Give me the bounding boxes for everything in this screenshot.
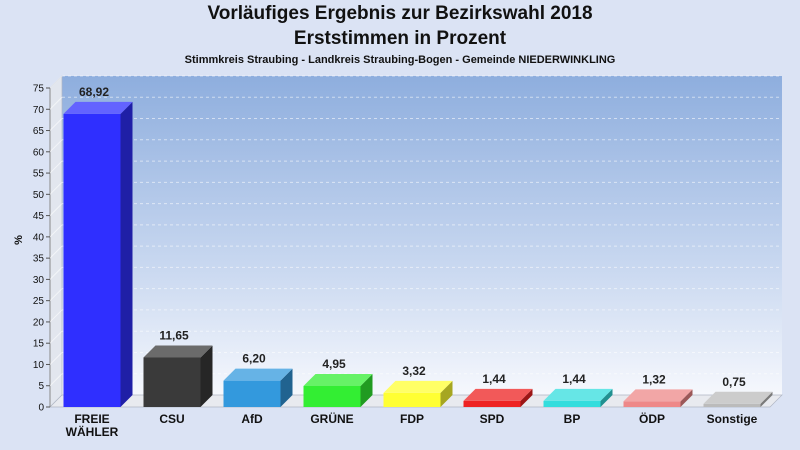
gridline-side xyxy=(49,373,63,387)
bar xyxy=(463,388,533,407)
data-label: 68,92 xyxy=(79,85,109,99)
bar xyxy=(63,101,133,408)
y-tick-label: 55 xyxy=(33,169,45,180)
x-tick-label: GRÜNE xyxy=(310,411,353,426)
bar xyxy=(623,389,693,407)
x-tick-label: BP xyxy=(564,412,581,426)
gridline-side xyxy=(49,352,63,365)
data-label: 3,32 xyxy=(402,364,426,378)
bar-front xyxy=(63,113,121,408)
bar-top xyxy=(463,388,533,401)
bar-top xyxy=(543,388,613,401)
bar-side xyxy=(200,345,213,407)
x-tick-label: CSU xyxy=(159,412,184,426)
y-tick-label: 25 xyxy=(33,296,45,307)
gridline-side xyxy=(49,139,63,153)
data-label: 1,44 xyxy=(562,372,586,386)
data-label: 1,44 xyxy=(482,372,506,386)
bar-side xyxy=(120,101,133,408)
bar-side xyxy=(280,368,293,407)
gridline-side xyxy=(49,118,63,131)
bar xyxy=(703,391,773,407)
y-tick-label: 50 xyxy=(33,190,45,201)
chart-title-line2: Erststimmen in Prozent xyxy=(293,28,507,49)
data-label: 6,20 xyxy=(242,352,266,366)
gridline-side xyxy=(49,330,63,344)
x-tick-label: FREIE xyxy=(74,412,109,426)
bar-top xyxy=(703,391,773,404)
y-tick-label: 40 xyxy=(33,232,45,243)
data-label: 11,65 xyxy=(159,328,189,342)
gridline-side xyxy=(49,75,63,89)
chart-subtitle: Stimmkreis Straubing - Landkreis Straubi… xyxy=(184,54,616,66)
bar-side xyxy=(760,391,773,407)
y-tick-label: 60 xyxy=(33,147,45,158)
y-tick-label: 10 xyxy=(33,360,45,371)
data-label: 0,75 xyxy=(722,375,746,389)
bar xyxy=(303,373,373,407)
bar-front xyxy=(543,400,601,407)
bar-front xyxy=(143,357,201,407)
bar xyxy=(223,368,293,407)
data-label: 4,95 xyxy=(322,357,346,371)
bar-top xyxy=(223,368,293,381)
chart-title: Vorläufiges Ergebnis zur Bezirkswahl 201… xyxy=(207,3,593,24)
bar-front xyxy=(303,385,361,407)
x-tick-label: SPD xyxy=(480,412,505,426)
y-tick-label: 35 xyxy=(33,254,45,265)
y-tick-label: 0 xyxy=(38,403,44,414)
bar-front xyxy=(383,392,441,407)
bar-front xyxy=(623,401,681,407)
x-tick-label: AfD xyxy=(241,412,263,426)
y-tick-label: 45 xyxy=(33,211,45,222)
gridline-side xyxy=(49,181,63,195)
gridline-side xyxy=(49,267,63,280)
bar-top xyxy=(303,373,373,386)
gridline-side xyxy=(49,245,63,259)
bar-front xyxy=(463,400,521,407)
bar-front xyxy=(703,403,761,407)
bar-top xyxy=(63,101,133,114)
bar-top xyxy=(383,380,453,393)
x-tick-label: FDP xyxy=(400,412,424,426)
y-tick-label: 70 xyxy=(33,105,45,116)
data-label: 1,32 xyxy=(642,372,666,386)
y-tick-label: 15 xyxy=(33,339,45,350)
gridline-side xyxy=(49,160,63,174)
y-tick-label: 5 xyxy=(38,381,44,392)
bar xyxy=(143,345,213,407)
y-tick-label: 75 xyxy=(33,84,45,95)
gridline-side xyxy=(49,203,63,216)
y-tick-label: 20 xyxy=(33,317,45,328)
gridline-side xyxy=(49,224,63,238)
gridline-side xyxy=(49,309,63,323)
x-tick-label: WÄHLER xyxy=(66,424,119,439)
x-tick-label: ÖDP xyxy=(639,411,665,426)
gridline-side xyxy=(49,288,63,302)
bar-top xyxy=(623,389,693,402)
bar xyxy=(543,388,613,407)
y-axis-label: % xyxy=(13,235,25,245)
x-tick-label: Sonstige xyxy=(707,412,758,426)
plot-back-wall xyxy=(62,76,782,395)
y-tick-label: 65 xyxy=(33,126,45,137)
y-tick-label: 30 xyxy=(33,275,45,286)
bar-side xyxy=(600,388,613,407)
bar-top xyxy=(143,345,213,358)
bar-side xyxy=(360,373,373,407)
bar-side xyxy=(520,388,533,407)
bar-side xyxy=(440,380,453,407)
bar-side xyxy=(680,389,693,407)
bar-front xyxy=(223,380,281,407)
plot-left-wall xyxy=(49,75,63,408)
gridline-side xyxy=(49,96,63,110)
bar xyxy=(383,380,453,407)
